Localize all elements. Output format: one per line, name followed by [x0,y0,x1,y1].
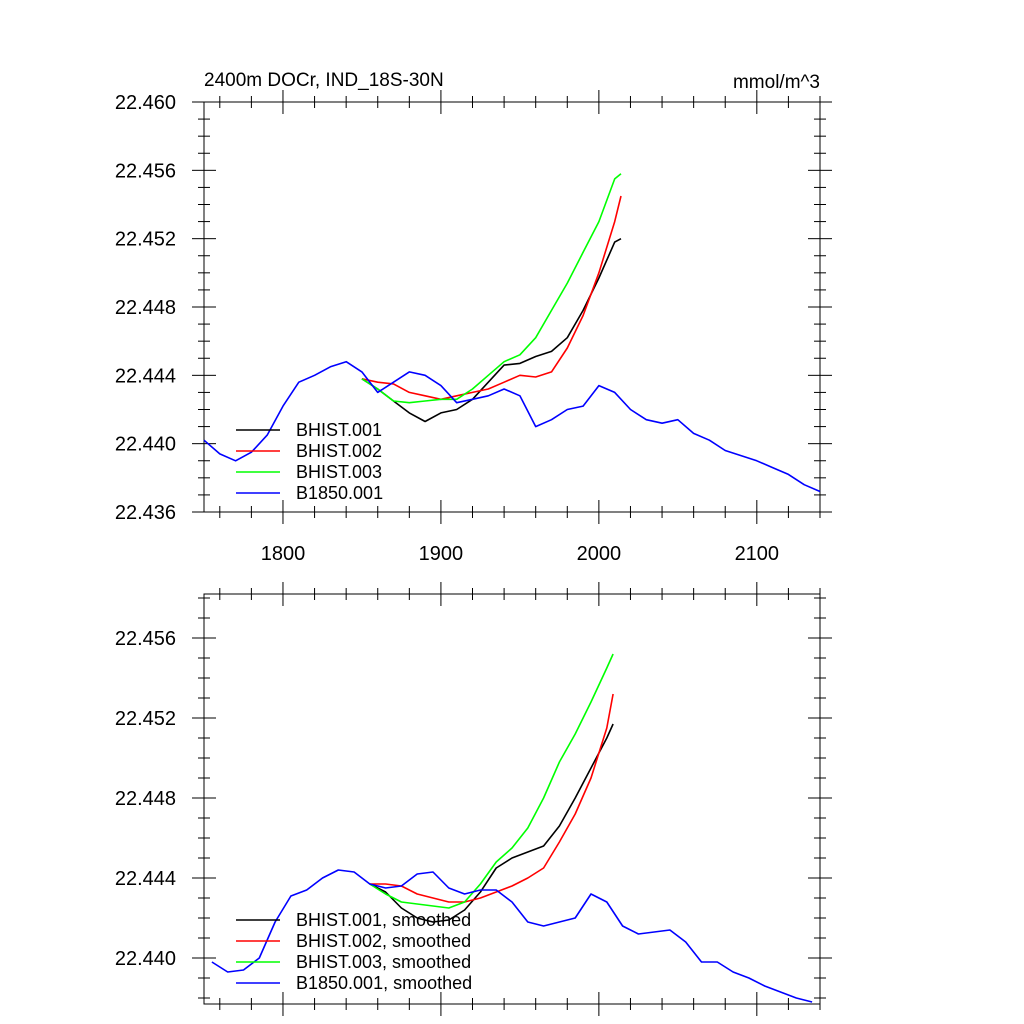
legend-label: BHIST.002, smoothed [296,931,471,951]
x-tick-label: 1900 [419,543,464,565]
series-line-bhist-002 [361,195,622,401]
y-tick-label: 22.452 [115,229,176,251]
legend-label: B1850.001 [296,483,383,503]
series-line-bhist-001 [361,237,622,423]
y-tick-label: 22.456 [115,628,176,650]
top-x-tick-labels: 1800 1900 2000 2100 [261,543,779,565]
y-tick-label: 22.440 [115,434,176,456]
series-line-bhist-001 [369,723,614,923]
legend-label: BHIST.002 [296,441,382,461]
legend-label: BHIST.003 [296,462,382,482]
y-tick-label: 22.460 [115,92,176,114]
x-tick-label: 1800 [261,543,306,565]
series-line-b1850-001 [211,869,813,1003]
legend-label: BHIST.001 [296,420,382,440]
y-tick-label: 22.440 [115,948,176,970]
y-tick-label: 22.436 [115,502,176,524]
x-tick-label: 2100 [735,543,780,565]
y-tick-label: 22.448 [115,297,176,319]
x-tick-label: 2000 [577,543,622,565]
legend-label: B1850.001, smoothed [296,973,472,993]
legend-label: BHIST.003, smoothed [296,952,471,972]
bottom-y-tick-labels: 22.440 22.444 22.448 22.452 22.456 [115,628,176,970]
top-tick-marks [192,90,832,524]
bottom-tick-marks [192,582,832,1016]
series-line-bhist-003 [361,173,622,404]
series-line-bhist-003 [369,653,614,909]
top-series-lines [203,173,821,493]
top-y-tick-labels: 22.436 22.440 22.444 22.448 22.452 22.456 22.4… [115,92,176,524]
top-units: mmol/m^3 [733,72,820,93]
y-tick-label: 22.448 [115,788,176,810]
bottom-series-lines [211,653,813,1003]
y-tick-label: 22.444 [115,868,176,890]
legend-label: BHIST.001, smoothed [296,910,471,930]
y-tick-label: 22.444 [115,365,176,387]
series-line-bhist-002 [369,693,614,903]
top-title: 2400m DOCr, IND_18S-30N [204,70,444,91]
bottom-panel: 22.440 22.444 22.448 22.452 22.456 BHIST.001… [115,582,832,1016]
y-tick-label: 22.456 [115,160,176,182]
y-tick-label: 22.452 [115,708,176,730]
bottom-plot-frame [203,593,821,1005]
series-line-b1850-001 [203,360,821,493]
top-panel: 2400m DOCr, IND_18S-30N mmol/m^3 22.4362… [115,70,832,565]
